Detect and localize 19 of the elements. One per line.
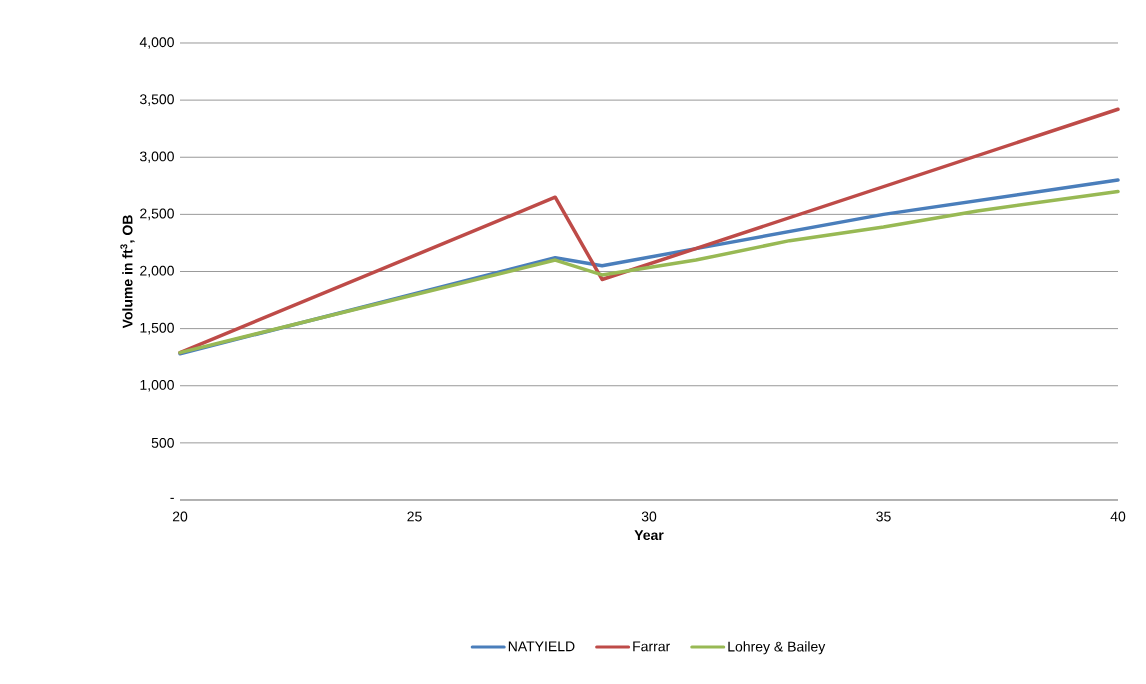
y-tick-label: 1,000 <box>140 379 174 392</box>
y-tick-label: 500 <box>151 437 174 448</box>
x-tick-label: 35 <box>876 511 891 522</box>
y-tick-label: 1,500 <box>140 322 174 335</box>
legend-label: Farrar <box>633 641 671 652</box>
x-axis-title: Year <box>634 530 664 541</box>
y-tick-label: 3,500 <box>139 94 174 106</box>
x-tick-label: 30 <box>641 511 657 522</box>
x-tick-label: 40 <box>1110 511 1126 522</box>
y-tick-label: 3,000 <box>139 151 174 164</box>
y-tick-label: 2,500 <box>140 208 174 221</box>
legend-label: NATYIELD <box>508 641 575 652</box>
y-tick-label: 2,000 <box>140 265 174 278</box>
legend-label: Lohrey & Bailey <box>728 641 826 655</box>
y-tick-label: - <box>170 497 174 499</box>
y-tick-label: 4,000 <box>139 37 174 49</box>
x-tick-label: 25 <box>407 511 422 522</box>
x-tick-label: 20 <box>172 511 188 522</box>
y-axis-title: Volume in ft$^{3}$, OB <box>120 215 135 329</box>
